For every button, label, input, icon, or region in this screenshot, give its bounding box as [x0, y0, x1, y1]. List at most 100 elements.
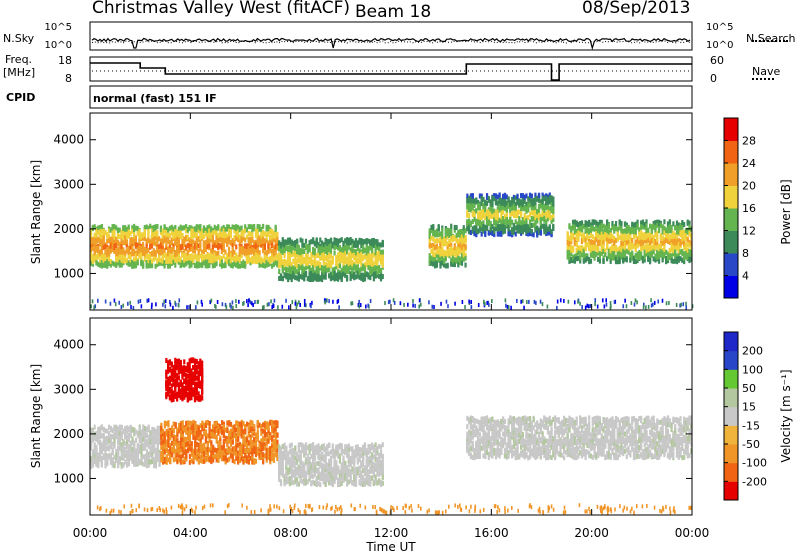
- echo-cell: [138, 444, 141, 450]
- echo-cell: [347, 244, 350, 250]
- echo-cell: [199, 229, 202, 235]
- echo-cell: [363, 268, 367, 274]
- near-range-cell: [605, 302, 608, 307]
- echo-cell: [611, 224, 614, 230]
- echo-cell: [202, 260, 206, 266]
- echo-cell: [170, 246, 173, 252]
- echo-cell: [622, 236, 625, 242]
- echo-cell: [224, 238, 227, 244]
- echo-cell: [520, 193, 523, 199]
- echo-cell: [365, 241, 368, 247]
- echo-cell: [126, 456, 129, 462]
- echo-cell: [161, 237, 164, 243]
- echo-cell: [141, 260, 145, 266]
- echo-cell: [231, 246, 234, 252]
- echo-cell: [441, 260, 444, 266]
- echo-cell: [147, 454, 150, 460]
- echo-cell: [183, 248, 186, 254]
- echo-cell: [681, 248, 684, 254]
- echo-cell: [378, 242, 381, 248]
- echo-cell: [625, 235, 628, 241]
- near-range-cell: [477, 303, 480, 308]
- echo-cell: [93, 446, 96, 452]
- echo-cell: [598, 240, 602, 246]
- echo-cell: [136, 443, 140, 449]
- echo-cell: [622, 257, 625, 263]
- near-range-cell: [418, 298, 421, 303]
- echo-cell: [548, 230, 551, 236]
- echo-cell: [672, 248, 675, 254]
- echo-cell: [589, 228, 593, 234]
- echo-cell: [677, 257, 680, 263]
- echo-cell: [270, 234, 274, 240]
- near-range-cell: [359, 303, 362, 308]
- echo-cell: [600, 226, 603, 232]
- echo-cell: [351, 273, 354, 279]
- echo-cell: [107, 261, 111, 267]
- echo-cell: [124, 433, 127, 439]
- near-range-cell: [645, 305, 647, 310]
- echo-cell: [532, 200, 535, 206]
- echo-cell: [523, 212, 526, 218]
- echo-cell: [287, 267, 290, 273]
- echo-cell: [152, 256, 155, 262]
- echo-cell: [294, 260, 297, 266]
- echo-cell: [473, 225, 476, 231]
- echo-cell: [131, 228, 134, 234]
- echo-cell: [324, 261, 327, 267]
- echo-cell: [111, 457, 114, 463]
- echo-cell: [365, 244, 368, 250]
- near-range-cell: [224, 302, 227, 307]
- echo-cell: [503, 219, 507, 225]
- echo-cell: [156, 257, 159, 263]
- echo-cell: [537, 197, 541, 203]
- echo-cell: [428, 234, 431, 240]
- echo-cell: [249, 236, 252, 242]
- echo-cell: [500, 210, 503, 216]
- echo-cell: [573, 223, 576, 229]
- echo-cell: [294, 239, 297, 245]
- echo-cell: [136, 460, 140, 466]
- echo-cell: [276, 260, 279, 266]
- echo-cell: [623, 235, 627, 241]
- echo-cell: [124, 250, 127, 256]
- echo-cell: [636, 253, 639, 259]
- echo-cell: [606, 220, 609, 226]
- echo-cell: [475, 225, 478, 231]
- echo-cell: [374, 239, 377, 245]
- echo-cell: [568, 245, 571, 251]
- echo-cell: [632, 226, 636, 232]
- echo-cell: [570, 244, 573, 250]
- echo-cell: [684, 228, 688, 234]
- echo-cell: [584, 221, 587, 227]
- echo-cell: [430, 260, 433, 266]
- echo-cell: [593, 236, 596, 242]
- echo-cell: [193, 254, 197, 260]
- echo-cell: [176, 241, 179, 247]
- echo-cell: [129, 444, 132, 450]
- echo-cell: [469, 198, 473, 204]
- echo-cell: [333, 244, 336, 250]
- echo-cell: [613, 240, 616, 246]
- near-range-cell: [431, 304, 434, 309]
- echo-cell: [333, 274, 336, 280]
- echo-cell: [251, 255, 254, 261]
- echo-cell: [91, 225, 94, 231]
- echo-cell: [337, 269, 340, 275]
- echo-cell: [312, 239, 315, 245]
- echo-cell: [480, 193, 483, 199]
- echo-cell: [428, 228, 431, 234]
- echo-cell: [580, 239, 584, 245]
- echo-cell: [532, 210, 535, 216]
- freq-trace: [90, 62, 692, 81]
- echo-cell: [91, 241, 94, 247]
- near-range-cell: [261, 305, 264, 310]
- echo-cell: [620, 221, 623, 227]
- echo-cell: [90, 436, 93, 442]
- echo-cell: [502, 223, 505, 229]
- echo-cell: [100, 245, 103, 251]
- echo-cell: [117, 426, 120, 432]
- echo-cell: [100, 224, 103, 230]
- echo-cell: [111, 224, 114, 230]
- echo-cell: [129, 237, 132, 243]
